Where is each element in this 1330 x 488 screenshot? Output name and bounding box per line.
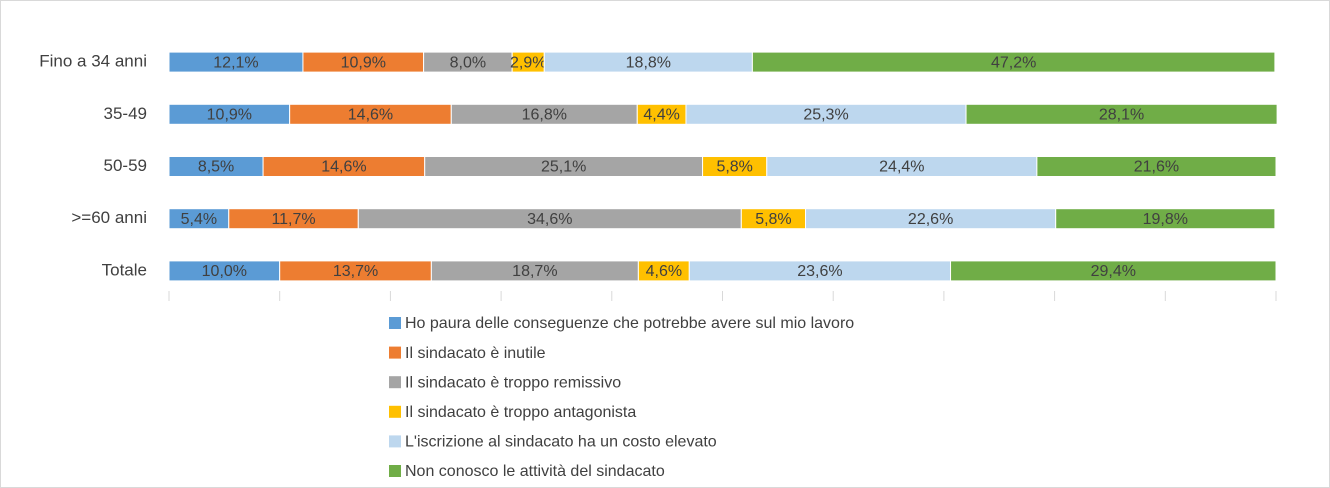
data-label: 2,9% <box>510 54 546 71</box>
data-label: 25,3% <box>803 107 848 124</box>
legend-label: Non conosco le attività del sindacato <box>405 463 665 480</box>
data-label: 28,1% <box>1099 107 1144 124</box>
data-label: 8,5% <box>198 159 234 176</box>
data-label: 22,6% <box>908 211 953 228</box>
data-label: 10,9% <box>341 54 386 71</box>
data-label: 4,4% <box>643 107 679 124</box>
data-label: 5,4% <box>181 211 217 228</box>
data-label: 14,6% <box>321 159 366 176</box>
data-label: 14,6% <box>348 107 393 124</box>
data-label: 18,8% <box>626 54 671 71</box>
bar-segment <box>1055 208 1276 230</box>
data-label: 34,6% <box>527 211 572 228</box>
data-label: 16,8% <box>522 107 567 124</box>
legend-swatch <box>389 317 401 329</box>
y-tick-label: 50-59 <box>104 156 147 175</box>
data-label: 29,4% <box>1091 263 1136 280</box>
bar-segment <box>751 51 1276 73</box>
bar-segment <box>965 103 1278 125</box>
legend-swatch <box>389 346 401 359</box>
data-label: 10,0% <box>202 263 247 280</box>
data-label: 11,7% <box>271 211 315 228</box>
y-tick-label: >=60 anni <box>71 208 147 227</box>
data-label: 13,7% <box>333 263 378 280</box>
data-label: 10,9% <box>207 107 252 124</box>
data-label: 8,0% <box>450 54 486 71</box>
data-label: 23,6% <box>797 263 842 280</box>
data-label: 21,6% <box>1134 159 1179 176</box>
legend-swatch <box>389 465 401 477</box>
legend-label: Ho paura delle conseguenze che potrebbe … <box>405 315 854 332</box>
data-label: 18,7% <box>512 263 557 280</box>
data-label: 5,8% <box>755 211 791 228</box>
legend-swatch <box>389 376 401 389</box>
legend-label: Il sindacato è inutile <box>405 345 546 362</box>
y-tick-label: Totale <box>102 260 147 279</box>
data-label: 24,4% <box>879 159 924 176</box>
data-label: 47,2% <box>991 54 1036 71</box>
legend-label: Il sindacato è troppo remissivo <box>405 374 621 391</box>
legend-label: L'iscrizione al sindacato ha un costo el… <box>405 434 717 451</box>
legend-label: Il sindacato è troppo antagonista <box>405 404 636 421</box>
legend-swatch <box>389 405 401 418</box>
y-tick-label: 35-49 <box>104 104 147 123</box>
data-label: 12,1% <box>213 54 258 71</box>
data-label: 5,8% <box>716 159 752 176</box>
legend-swatch <box>389 435 401 448</box>
bar-segment <box>1036 156 1277 177</box>
y-tick-label: Fino a 34 anni <box>39 52 147 71</box>
bar-segment <box>950 260 1277 282</box>
data-label: 19,8% <box>1143 211 1188 228</box>
data-label: 25,1% <box>541 159 586 176</box>
data-label: 4,6% <box>646 263 682 280</box>
